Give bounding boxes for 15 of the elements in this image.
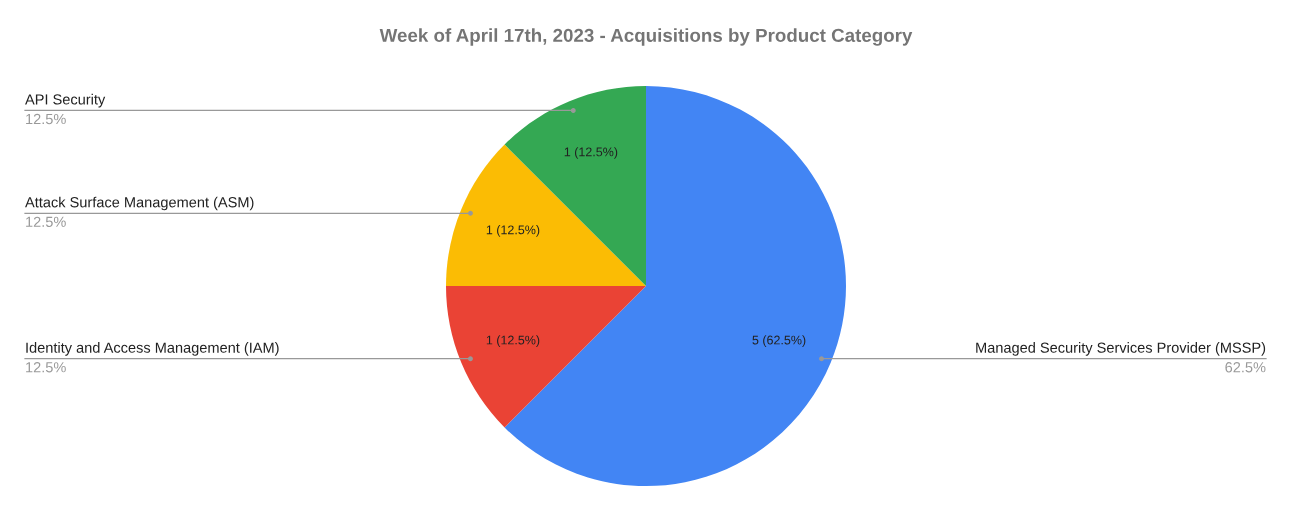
data-label: 1 (12.5%) [564,147,618,159]
data-label: 1 (12.5%) [486,225,540,237]
data-label: 1 (12.5%) [486,335,540,347]
text: 12.5% [26,216,66,227]
chart-title: Week of April 17th, 2023 - Acquisitions by Product Category [379,28,913,46]
slice-label: Attack Surface Management (ASM) [25,196,254,211]
slice-label: Identity and Access Management (IAM) [26,342,279,356]
slice-label: API Security [25,93,106,108]
text: 12.5% [26,113,66,125]
pie-slice [446,286,646,428]
text: 62.5% [1225,362,1266,373]
data-label: 5 (62.5%) [752,335,806,347]
slice-label: Managed Security Services Provider (MSSP) [976,342,1266,356]
pie-slice [446,144,646,286]
text: 12.5% [26,362,66,373]
